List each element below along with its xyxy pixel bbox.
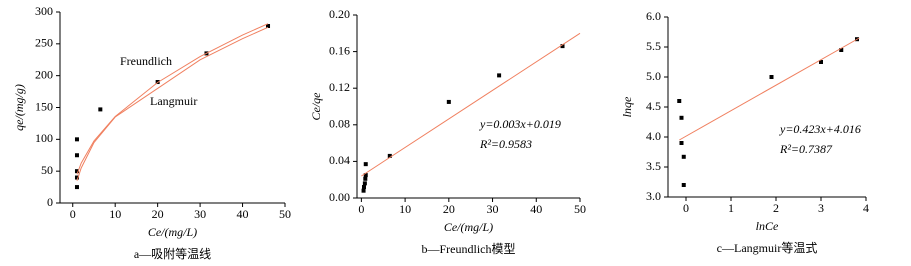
x-tick-label: 20 bbox=[443, 202, 455, 216]
x-tick-label: 20 bbox=[152, 207, 164, 221]
point bbox=[363, 162, 368, 167]
y-tick-label: 0.04 bbox=[329, 153, 350, 167]
point bbox=[839, 48, 844, 52]
x-axis-label: Ce/(mg/L) bbox=[444, 220, 493, 234]
annotation: Freundlich bbox=[120, 54, 172, 68]
annotation: R²=0.9583 bbox=[479, 137, 532, 151]
x-tick-label: 50 bbox=[279, 207, 291, 221]
x-tick-label: 2 bbox=[773, 201, 779, 215]
x-tick-label: 40 bbox=[237, 207, 249, 221]
point bbox=[361, 188, 366, 193]
caption: c—Langmuir等温式 bbox=[717, 241, 818, 255]
point bbox=[362, 181, 367, 186]
point bbox=[679, 141, 684, 145]
fit-line bbox=[361, 32, 581, 177]
x-tick-label: 0 bbox=[70, 207, 76, 221]
point bbox=[361, 185, 366, 190]
point bbox=[677, 99, 682, 103]
y-tick-label: 0.00 bbox=[329, 190, 350, 204]
fit-line bbox=[76, 26, 269, 181]
y-tick-label: 0.12 bbox=[329, 80, 350, 94]
fit-line bbox=[76, 23, 269, 175]
y-tick-label: 0.20 bbox=[329, 7, 350, 21]
y-tick-label: 3.0 bbox=[646, 189, 661, 203]
point bbox=[446, 99, 451, 104]
x-tick-label: 1 bbox=[728, 201, 734, 215]
annotation: Langmuir bbox=[150, 94, 197, 108]
point bbox=[681, 154, 686, 159]
y-tick-label: 0.08 bbox=[329, 117, 350, 131]
x-tick-label: 10 bbox=[109, 207, 121, 221]
y-axis-label: lnqe bbox=[620, 96, 634, 117]
y-tick-label: 5.0 bbox=[646, 69, 661, 83]
y-tick-label: 100 bbox=[35, 131, 53, 145]
caption: b—Freundlich模型 bbox=[422, 242, 516, 256]
point bbox=[560, 44, 565, 49]
point bbox=[74, 175, 79, 180]
y-tick-label: 4.0 bbox=[646, 129, 661, 143]
y-tick-label: 3.5 bbox=[646, 159, 661, 173]
point bbox=[769, 75, 774, 79]
x-axis-label: lnCe bbox=[756, 219, 779, 233]
point bbox=[363, 176, 368, 181]
x-tick-label: 50 bbox=[574, 202, 586, 216]
fit-line bbox=[679, 37, 860, 141]
y-tick-label: 150 bbox=[35, 99, 53, 113]
y-axis-label: qe/(mg/g) bbox=[12, 84, 26, 131]
x-tick-label: 30 bbox=[194, 207, 206, 221]
y-tick-label: 250 bbox=[35, 36, 53, 50]
x-tick-label: 40 bbox=[530, 202, 542, 216]
y-tick-label: 300 bbox=[35, 4, 53, 18]
point bbox=[679, 115, 684, 120]
x-tick-label: 30 bbox=[487, 202, 499, 216]
y-tick-label: 5.5 bbox=[646, 39, 661, 53]
point bbox=[497, 73, 502, 78]
y-axis-label: Ce/qe bbox=[309, 92, 323, 121]
x-tick-label: 10 bbox=[399, 202, 411, 216]
point bbox=[266, 24, 271, 29]
point bbox=[74, 185, 79, 190]
point bbox=[363, 173, 368, 178]
annotation: y=0.003x+0.019 bbox=[479, 117, 561, 131]
y-tick-label: 0 bbox=[47, 195, 53, 209]
point bbox=[681, 183, 686, 187]
point bbox=[819, 60, 823, 64]
point bbox=[74, 137, 79, 142]
x-tick-label: 0 bbox=[358, 202, 364, 216]
x-tick-label: 3 bbox=[818, 201, 824, 215]
point bbox=[98, 107, 103, 112]
caption: a—吸附等温线 bbox=[134, 247, 211, 261]
x-tick-label: 0 bbox=[683, 201, 689, 215]
point bbox=[74, 169, 79, 174]
point bbox=[387, 153, 392, 158]
y-tick-label: 200 bbox=[35, 67, 53, 81]
annotation: R²=0.7387 bbox=[779, 142, 833, 156]
point bbox=[74, 153, 79, 158]
y-tick-label: 4.5 bbox=[646, 99, 661, 113]
annotation: y=0.423x+4.016 bbox=[779, 122, 861, 136]
y-tick-label: 0.16 bbox=[329, 43, 350, 57]
y-tick-label: 6.0 bbox=[646, 9, 661, 23]
x-tick-label: 4 bbox=[863, 201, 869, 215]
y-tick-label: 50 bbox=[41, 163, 53, 177]
x-axis-label: Ce/(mg/L) bbox=[148, 225, 197, 239]
